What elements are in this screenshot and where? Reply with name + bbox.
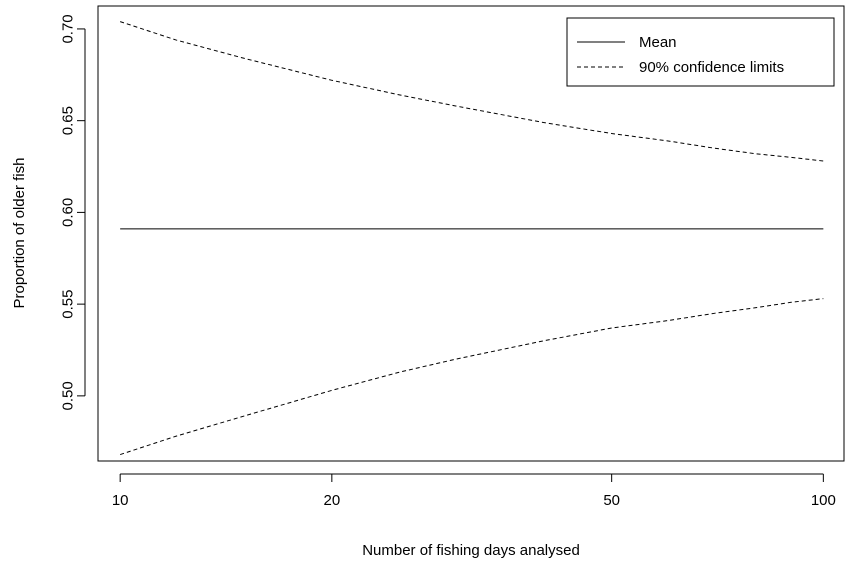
y-axis: 0.50 0.55 0.60 0.65 0.70	[60, 14, 86, 410]
plot-frame	[97, 5, 845, 462]
x-tick-label: 50	[603, 492, 620, 509]
y-tick-label: 0.60	[60, 198, 77, 227]
legend: Mean 90% confidence limits	[566, 17, 835, 87]
legend-box	[566, 17, 835, 87]
y-tick-label: 0.55	[60, 290, 77, 319]
y-axis-title: Proportion of older fish	[11, 158, 28, 309]
x-axis: 10 20 50 100	[112, 473, 836, 509]
y-tick-label: 0.65	[60, 106, 77, 135]
lower-confidence-limit-line	[120, 298, 824, 456]
upper-confidence-limit-line	[120, 21, 824, 162]
x-tick-label: 100	[811, 492, 836, 509]
series-layer	[120, 21, 824, 456]
y-tick-label: 0.50	[60, 381, 77, 410]
x-axis-title: Number of fishing days analysed	[362, 542, 580, 559]
x-tick-label: 20	[323, 492, 340, 509]
legend-label-mean: Mean	[639, 34, 677, 51]
x-tick-label: 10	[112, 492, 129, 509]
y-tick-label: 0.70	[60, 14, 77, 43]
legend-label-confidence-limits: 90% confidence limits	[639, 59, 784, 76]
